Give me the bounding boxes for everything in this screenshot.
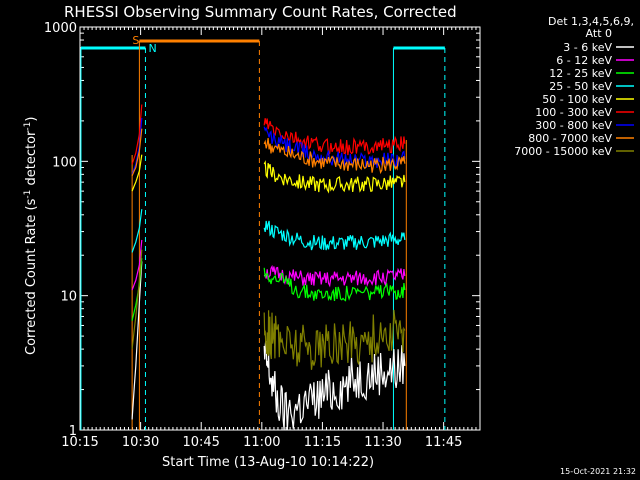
series-line-8-seg2 <box>263 138 406 175</box>
series-line-8-seg1 <box>131 128 143 177</box>
legend-label: 50 - 100 keV <box>542 93 612 106</box>
series-line-6-seg1 <box>131 104 143 165</box>
y-axis-label-sup2: -1 <box>23 122 33 131</box>
x-tick-label: 11:30 <box>364 435 401 450</box>
x-tick-label: 11:15 <box>304 435 341 450</box>
legend-label: 7000 - 15000 keV <box>514 145 612 158</box>
series-line-5-seg2 <box>263 160 406 194</box>
x-axis: 10:15 10:30 10:45 11:00 11:15 11:30 11:45 <box>61 27 481 450</box>
legend-label: 800 - 7000 keV <box>528 132 612 145</box>
x-tick-label: 10:45 <box>182 435 219 450</box>
series-line-9-seg2 <box>263 309 406 370</box>
night-label: N <box>148 42 156 55</box>
y-tick-label: 100 <box>52 155 77 170</box>
series-line-3-seg2 <box>263 267 406 302</box>
x-tick-label: 10:30 <box>122 435 159 450</box>
legend-label: 100 - 300 keV <box>535 106 612 119</box>
legend-label: 300 - 800 keV <box>535 119 612 132</box>
series-line-2-seg2 <box>263 264 406 288</box>
chart-title: RHESSI Observing Summary Count Rates, Co… <box>64 3 457 21</box>
series-layer <box>131 104 406 431</box>
x-axis-label: Start Time (13-Aug-10 10:14:22) <box>162 455 374 470</box>
x-tick-label: 11:00 <box>243 435 280 450</box>
y-tick-label: 10 <box>60 290 77 305</box>
legend-label: 25 - 50 keV <box>549 80 612 93</box>
y-axis-label-sup1: -1 <box>23 190 33 199</box>
y-axis-label-text: Corrected Count Rate (s <box>24 198 39 355</box>
series-line-2-seg1 <box>131 239 143 291</box>
y-axis-label-end: ) <box>24 117 39 122</box>
annotation-layer: SN <box>80 34 446 430</box>
series-line-4-seg1 <box>131 209 143 253</box>
y-axis-label: Corrected Count Rate (s-1 detector-1) <box>23 117 39 355</box>
series-line-4-seg2 <box>263 220 406 251</box>
legend-label: 3 - 6 keV <box>563 41 612 54</box>
saa-label: S <box>132 34 139 47</box>
y-tick-label: 1000 <box>44 21 77 36</box>
series-line-7-seg1 <box>131 117 143 175</box>
y-tick-label: 1 <box>69 424 77 439</box>
series-line-6-seg2 <box>263 118 406 156</box>
legend-label: 12 - 25 keV <box>549 67 612 80</box>
plot-frame <box>79 26 481 431</box>
series-line-1-seg2 <box>263 340 406 431</box>
series-line-5-seg1 <box>131 154 143 192</box>
y-axis: 1 10 100 1000 <box>44 21 480 439</box>
x-tick-label: 11:45 <box>425 435 462 450</box>
y-axis-label-mid: detector <box>24 130 39 190</box>
legend-header-2: Att 0 <box>586 27 612 40</box>
series-line-9-seg1 <box>131 249 143 350</box>
legend-header-1: Det 1,3,4,5,6,9, <box>548 15 634 28</box>
x-tick-label: 10:15 <box>61 435 98 450</box>
timestamp: 15-Oct-2021 21:32 <box>560 467 636 476</box>
legend-label: 6 - 12 keV <box>556 54 612 67</box>
series-line-1-seg1 <box>131 261 143 420</box>
